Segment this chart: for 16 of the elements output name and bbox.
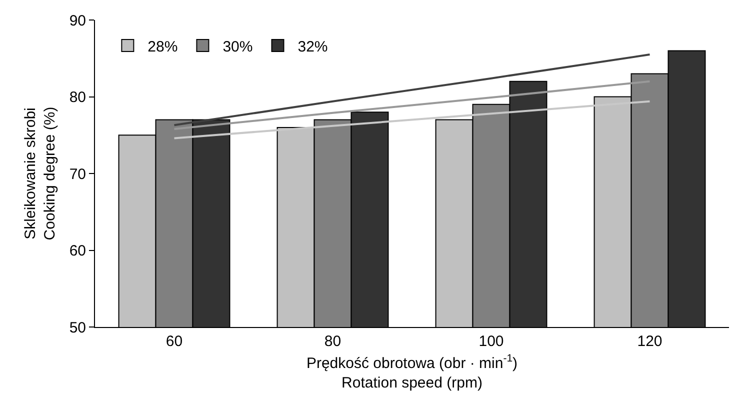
- y-axis-title: Skleikowanie skrobi Cooking degree (%): [22, 106, 59, 240]
- line-series: [173, 80, 651, 130]
- y-tick-label: 80: [69, 89, 86, 106]
- legend-label: 30%: [222, 38, 253, 56]
- text: Prędkość obrotowa (obr · min$^{-1}$) Rotation speed (rpm): [306, 352, 518, 392]
- y-tick-label: 60: [69, 242, 86, 260]
- x-tick-label: 100: [478, 333, 504, 350]
- y-tick-label: 50: [69, 319, 86, 336]
- y-tick-label: 70: [69, 166, 86, 183]
- x-tick-label: 60: [166, 333, 183, 350]
- x-tick-label: 120: [637, 333, 662, 350]
- line-series: [173, 54, 651, 126]
- y-tick-label: 90: [69, 12, 86, 30]
- legend-label: 32%: [298, 38, 328, 56]
- x-tick-label: 80: [324, 333, 342, 350]
- legend-label: 28%: [148, 38, 178, 56]
